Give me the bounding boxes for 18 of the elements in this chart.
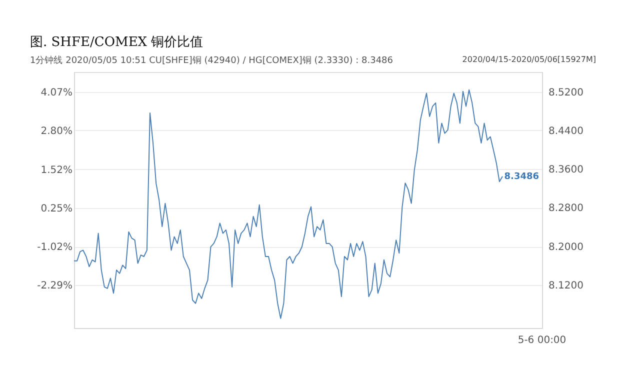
y-tick-label: 2.80% bbox=[40, 126, 72, 137]
chart-subtitle: 1分钟线 2020/05/05 10:51 CU[SHFE]铜 (42940) / HG[COMEX]铜 (2.3330) : 8.3486 bbox=[30, 55, 394, 66]
text: 5-6 00:00 bbox=[518, 335, 566, 346]
chart-title: 图. SHFE/COMEX 铜价比值 bbox=[30, 35, 204, 50]
y-tick-label: -2.29% bbox=[37, 280, 72, 292]
y2-tick-label: 8.4400 bbox=[548, 126, 584, 137]
annotation: 8.3486 bbox=[504, 172, 539, 182]
line-series bbox=[74, 89, 503, 319]
y2-tick-label: 8.2800 bbox=[548, 203, 584, 214]
y2-tick-label: 8.1200 bbox=[548, 280, 584, 292]
y-tick-label: 4.07% bbox=[40, 87, 72, 98]
y2-tick-label: 8.2000 bbox=[548, 242, 584, 253]
y-tick-label: 0.25% bbox=[40, 203, 72, 214]
text: 2020/04/15-2020/05/06[15927M] bbox=[462, 55, 596, 64]
y2-tick-label: 8.3600 bbox=[548, 164, 584, 176]
y2-tick-label: 8.5200 bbox=[548, 87, 584, 98]
y-tick-label: -1.02% bbox=[37, 242, 72, 254]
y-tick-label: 1.52% bbox=[40, 164, 72, 176]
